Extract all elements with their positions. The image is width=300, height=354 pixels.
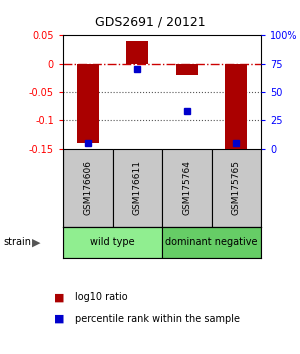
Text: ■: ■ — [54, 314, 64, 324]
Bar — [63, 227, 162, 258]
Text: log10 ratio: log10 ratio — [75, 292, 128, 302]
Bar — [76, 64, 99, 143]
Text: GSM176611: GSM176611 — [133, 160, 142, 215]
Text: wild type: wild type — [90, 238, 135, 247]
Text: ▶: ▶ — [32, 238, 40, 247]
Text: GSM176606: GSM176606 — [83, 160, 92, 215]
Text: ■: ■ — [54, 292, 64, 302]
Bar — [126, 41, 148, 64]
Text: percentile rank within the sample: percentile rank within the sample — [75, 314, 240, 324]
Text: GSM175764: GSM175764 — [182, 160, 191, 215]
Text: strain: strain — [3, 238, 31, 247]
Text: GDS2691 / 20121: GDS2691 / 20121 — [95, 16, 205, 29]
Bar — [225, 64, 248, 149]
Bar — [176, 64, 198, 75]
Bar — [162, 149, 211, 227]
Bar — [63, 149, 112, 227]
Bar — [162, 227, 261, 258]
Text: GSM175765: GSM175765 — [232, 160, 241, 215]
Text: dominant negative: dominant negative — [165, 238, 258, 247]
Bar — [212, 149, 261, 227]
Bar — [112, 149, 162, 227]
